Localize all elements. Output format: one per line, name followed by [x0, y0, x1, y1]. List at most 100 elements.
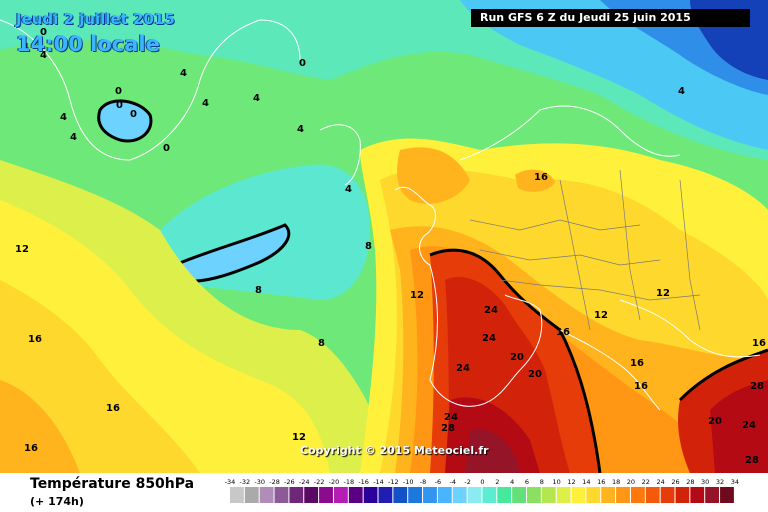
scale-color-box: [630, 487, 645, 503]
isotherm-label: 16: [752, 338, 766, 349]
isotherm-label: 16: [534, 172, 548, 183]
isotherm-label: 12: [594, 310, 608, 321]
isotherm-label: 20: [510, 352, 524, 363]
scale-color-box: [556, 487, 571, 503]
scale-tick-label: -24: [299, 478, 310, 486]
isotherm-label: 8: [318, 338, 325, 349]
isotherm-label: 16: [106, 403, 120, 414]
isotherm-20-east: [678, 348, 768, 402]
scale-tick-label: -12: [388, 478, 399, 486]
isotherm-label: 28: [441, 423, 455, 434]
scale-tick-label: -2: [464, 478, 470, 486]
isotherm-label: 24: [742, 420, 756, 431]
scale-tick-label: 28: [686, 478, 694, 486]
isotherm-label: 4: [678, 86, 685, 97]
scale-color-box: [408, 487, 423, 503]
forecast-date: Jeudi 2 juillet 2015: [16, 10, 175, 28]
scale-tick-label: 6: [525, 478, 529, 486]
scale-tick-label: 34: [731, 478, 739, 486]
forecast-time: 14:00 locale: [16, 32, 160, 56]
footer-bar: Température 850hPa (+ 174h) -34 -32 -30 -28…: [0, 473, 768, 512]
isotherm-label: 20: [528, 369, 542, 380]
isotherm-label: 4: [22, 42, 29, 53]
scale-color-box: [333, 487, 348, 503]
atlantic-zero-pocket: [175, 225, 289, 282]
isotherm-label: 0: [40, 27, 47, 38]
color-scale-boxes: [230, 487, 734, 503]
coastlines: [0, 19, 761, 411]
scale-tick-label: -20: [329, 478, 340, 486]
scale-tick-label: -30: [254, 478, 265, 486]
scale-tick-label: 12: [567, 478, 575, 486]
lead-time-label: (+ 174h): [30, 495, 84, 508]
scale-tick-label: 18: [612, 478, 620, 486]
scale-tick-label: -10: [403, 478, 414, 486]
scale-tick-label: -14: [373, 478, 384, 486]
scale-color-box: [423, 487, 437, 503]
scale-color-box: [259, 487, 274, 503]
zero-isotherm-atlantic: [173, 223, 291, 283]
isotherm-label: 4: [253, 93, 260, 104]
scale-color-box: [437, 487, 452, 503]
temperature-map: 0 0 0 0 0 0 4 4 4 4 4 4 4 4 4 4 8 8 8 12 12 12 12 12 16 16 16 16 16 1…: [0, 0, 768, 473]
scale-color-box: [230, 487, 244, 503]
isotherm-label: 12: [410, 290, 424, 301]
copyright: Copyright © 2015 Meteociel.fr: [300, 444, 489, 457]
scale-color-box: [720, 487, 734, 503]
scale-color-box: [527, 487, 541, 503]
zero-isotherm-greenland: [97, 99, 153, 143]
scale-color-box: [571, 487, 586, 503]
scale-tick-label: -16: [358, 478, 369, 486]
isotherm-label: 28: [745, 455, 759, 466]
scale-color-box: [645, 487, 660, 503]
sahara-30: [465, 429, 520, 473]
run-info: Run GFS 6 Z du Jeudi 25 juin 2015: [471, 9, 750, 27]
isotherm-label: 12: [656, 288, 670, 299]
scale-tick-label: -18: [343, 478, 354, 486]
isotherm-label: 8: [365, 241, 372, 252]
scale-tick-label: 16: [597, 478, 605, 486]
scale-tick-label: 0: [480, 478, 484, 486]
scale-color-box: [319, 487, 333, 503]
isotherm-label: 16: [556, 327, 570, 338]
scale-color-box: [452, 487, 467, 503]
isotherm-label: 8: [255, 285, 262, 296]
scale-color-box: [690, 487, 705, 503]
scale-tick-label: -22: [314, 478, 325, 486]
isotherm-label: 16: [634, 381, 648, 392]
scale-color-box: [363, 487, 378, 503]
isotherm-label: 12: [292, 432, 306, 443]
scale-tick-label: -34: [225, 478, 236, 486]
scale-tick-label: 10: [553, 478, 561, 486]
isotherm-label: 24: [484, 305, 498, 316]
isotherm-label: 4: [297, 124, 304, 135]
isotherm-label: 4: [345, 184, 352, 195]
scale-color-box: [497, 487, 512, 503]
scale-tick-label: 14: [582, 478, 590, 486]
scale-color-box: [393, 487, 408, 503]
isotherm-label: 16: [28, 334, 42, 345]
isotherm-label: 0: [130, 109, 137, 120]
isotherm-label: 24: [444, 412, 458, 423]
scale-color-box: [616, 487, 630, 503]
isotherm-label: 4: [60, 112, 67, 123]
scale-tick-label: 2: [495, 478, 499, 486]
scale-color-box: [705, 487, 720, 503]
isotherm-label: 0: [163, 143, 170, 154]
scale-tick-label: -4: [450, 478, 456, 486]
scale-color-box: [586, 487, 601, 503]
isotherm-label: 16: [630, 358, 644, 369]
scale-tick-label: 22: [642, 478, 650, 486]
scale-tick-label: 8: [540, 478, 544, 486]
isotherm-label: 4: [180, 68, 187, 79]
scale-color-box: [467, 487, 482, 503]
biscay-warm: [397, 147, 470, 204]
scale-color-box: [378, 487, 393, 503]
isotherm-label: 4: [202, 98, 209, 109]
scale-tick-label: 32: [716, 478, 724, 486]
scale-color-box: [274, 487, 289, 503]
isotherm-label: 12: [15, 244, 29, 255]
isotherm-label: 24: [456, 363, 470, 374]
scandi-16: [515, 169, 555, 192]
